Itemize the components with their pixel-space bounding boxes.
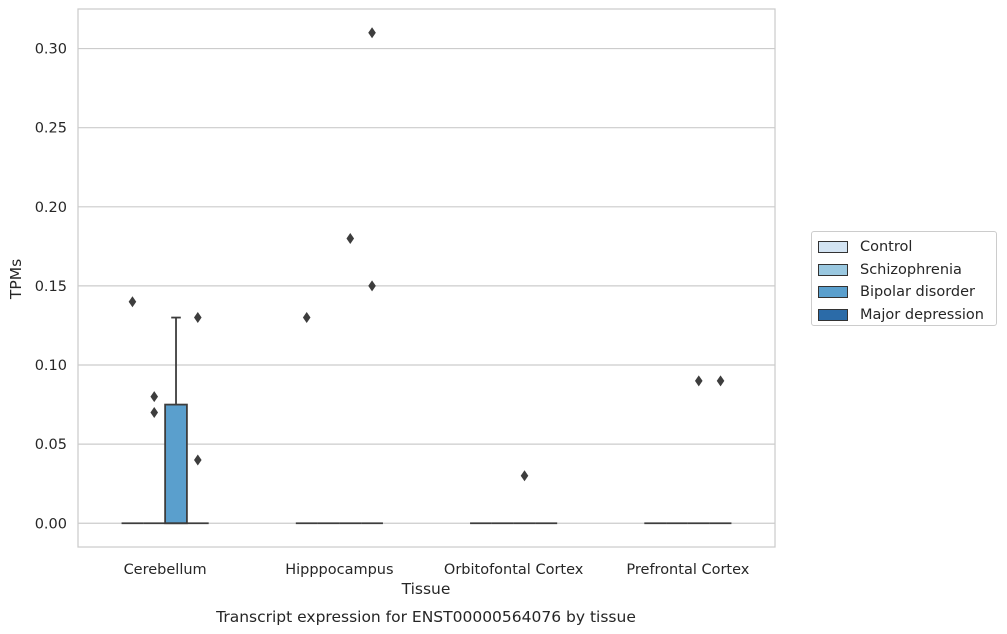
legend-swatch [818, 263, 848, 276]
outlier-point [368, 280, 376, 292]
outlier-point [193, 454, 202, 466]
outlier-point [128, 296, 137, 308]
y-tick-label: 0.05 [35, 437, 67, 453]
outlier-point [694, 375, 703, 387]
box-bipolar-disorder [164, 316, 188, 525]
y-tick-label: 0.15 [35, 279, 67, 295]
box-bipolar-disorder [513, 470, 536, 525]
legend-swatch [818, 308, 848, 321]
box-bipolar-disorder [687, 375, 710, 525]
box-major-depression [361, 27, 383, 525]
outlier-point [150, 391, 159, 403]
outlier-point [150, 407, 159, 418]
box-schizophrenia [143, 391, 166, 525]
legend-label: Control [860, 239, 913, 256]
y-tick-label: 0.30 [35, 42, 67, 58]
y-tick-label: 0.10 [35, 358, 67, 374]
x-tick-label: Orbitofontal Cortex [444, 562, 584, 578]
x-tick-label: Cerebellum [124, 562, 207, 578]
y-tick-labels: 0.00 0.05 0.10 0.15 0.20 0.25 0.30 [35, 42, 67, 533]
legend-label: Bipolar disorder [860, 284, 975, 301]
outlier-point [520, 470, 529, 482]
box-control [295, 312, 318, 525]
y-tick-label: 0.20 [35, 200, 67, 216]
legend: Control Schizophrenia Bipolar disorder Majo… [811, 231, 997, 326]
box-major-depression [709, 375, 732, 525]
box-series [121, 27, 732, 525]
legend-item: Schizophrenia [818, 259, 996, 282]
gridlines [78, 47, 775, 524]
x-tick-label: Hipppocampus [285, 562, 393, 578]
box-bipolar-disorder [339, 232, 362, 525]
legend-label: Major depression [860, 306, 984, 323]
legend-item: Control [818, 236, 996, 259]
outlier-point [302, 312, 311, 324]
chart-caption: Transcript expression for ENST0000056407… [215, 608, 636, 626]
box-control [121, 296, 144, 525]
x-axis-label: Tissue [401, 580, 451, 598]
outlier-point [368, 27, 376, 39]
y-tick-label: 0.00 [35, 516, 67, 532]
y-axis-label: TPMs [7, 259, 25, 300]
y-tick-label: 0.25 [35, 121, 67, 137]
legend-swatch [818, 241, 848, 254]
legend-swatch [818, 286, 848, 299]
legend-label: Schizophrenia [860, 261, 962, 278]
plot-area-frame [77, 8, 776, 548]
box-body [164, 403, 188, 525]
x-tick-label: Prefrontal Cortex [626, 562, 749, 578]
legend-item: Major depression [818, 304, 996, 327]
outlier-point [193, 312, 202, 324]
legend-item: Bipolar disorder [818, 281, 996, 304]
outlier-point [716, 375, 725, 387]
box-major-depression [186, 312, 209, 525]
x-tick-labels: Cerebellum Hipppocampus Orbitofontal Corte… [124, 562, 750, 578]
outlier-point [346, 232, 355, 244]
